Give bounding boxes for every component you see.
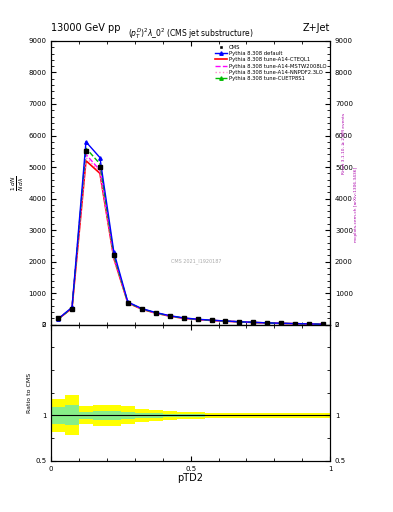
Text: CMS 2021_I1920187: CMS 2021_I1920187	[171, 258, 221, 264]
X-axis label: pTD2: pTD2	[178, 473, 204, 483]
Text: Z+Jet: Z+Jet	[303, 23, 330, 33]
Y-axis label: Ratio to CMS: Ratio to CMS	[28, 373, 32, 413]
Text: mcplots.cern.ch [arXiv:1306.3436]: mcplots.cern.ch [arXiv:1306.3436]	[354, 167, 358, 242]
Title: $(p_T^D)^2\lambda\_0^2$ (CMS jet substructure): $(p_T^D)^2\lambda\_0^2$ (CMS jet substru…	[128, 26, 253, 41]
Legend: CMS, Pythia 8.308 default, Pythia 8.308 tune-A14-CTEQL1, Pythia 8.308 tune-A14-M: CMS, Pythia 8.308 default, Pythia 8.308 …	[214, 44, 327, 82]
Text: $\frac{1}{N}\frac{dN}{d\lambda}$: $\frac{1}{N}\frac{dN}{d\lambda}$	[9, 175, 26, 190]
Text: Rivet 3.1.10, ≥ 2.6M events: Rivet 3.1.10, ≥ 2.6M events	[342, 113, 346, 174]
Text: 13000 GeV pp: 13000 GeV pp	[51, 23, 121, 33]
